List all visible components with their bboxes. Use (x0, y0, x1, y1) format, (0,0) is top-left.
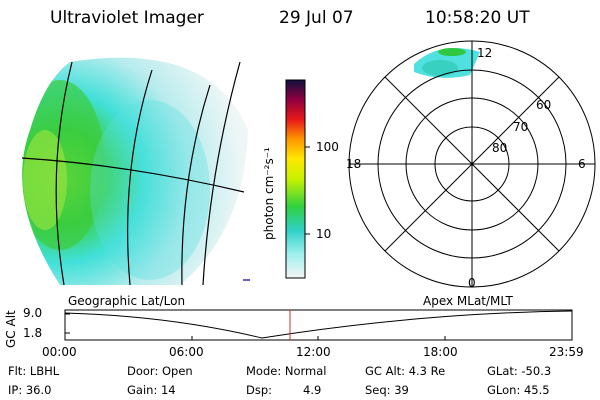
status-mode: Mode: Normal (246, 364, 327, 378)
status-door: Door: Open (127, 364, 193, 378)
geo-grid-lines (21, 61, 245, 286)
earth-image (22, 57, 248, 285)
status-gc-alt: GC Alt: 4.3 Re (365, 364, 446, 378)
status-glon: GLon: 45.5 (487, 383, 550, 397)
status-ip: IP: 36.0 (8, 383, 52, 397)
y-tick-1-8: 1.8 (23, 326, 43, 340)
y-tick-9: 9.0 (23, 306, 43, 320)
x-tick-00: 00:00 (42, 345, 77, 359)
lat-label-60: 60 (536, 98, 552, 112)
mlt-label-18: 18 (346, 157, 362, 171)
status-dsp-label: Dsp: (246, 383, 273, 397)
polar-plot (348, 40, 596, 288)
lat-label-70: 70 (513, 120, 529, 134)
timeline-right-label: Apex MLat/MLT (423, 294, 513, 308)
x-tick-12: 12:00 (296, 345, 331, 359)
status-filter: Flt: LBHL (8, 364, 60, 378)
status-seq: Seq: 39 (365, 383, 409, 397)
altitude-timeline (64, 309, 573, 341)
timeline-left-label: Geographic Lat/Lon (68, 294, 186, 308)
status-dsp-value: 4.9 (303, 383, 322, 397)
colorbar-tick-10: 10 (316, 227, 332, 241)
colorbar-tick-100: 100 (316, 140, 339, 154)
date-label: 29 Jul 07 (279, 8, 354, 28)
status-gain: Gain: 14 (127, 383, 176, 397)
time-label: 10:58:20 UT (425, 8, 530, 28)
x-tick-18: 18:00 (423, 345, 458, 359)
app-title: Ultraviolet Imager (50, 8, 204, 28)
x-tick-2359: 23:59 (549, 345, 584, 359)
x-tick-06: 06:00 (169, 345, 204, 359)
colorbar (285, 79, 306, 279)
mlt-label-6: 6 (578, 157, 586, 171)
mlt-label-0: 0 (468, 276, 476, 290)
colorbar-unit-label: photon cm⁻²s⁻¹ (262, 147, 276, 240)
mlt-label-12: 12 (477, 46, 493, 60)
timeline-axis-title: GC Alt (4, 310, 18, 348)
lat-label-80: 80 (492, 141, 508, 155)
status-glat: GLat: -50.3 (487, 364, 552, 378)
